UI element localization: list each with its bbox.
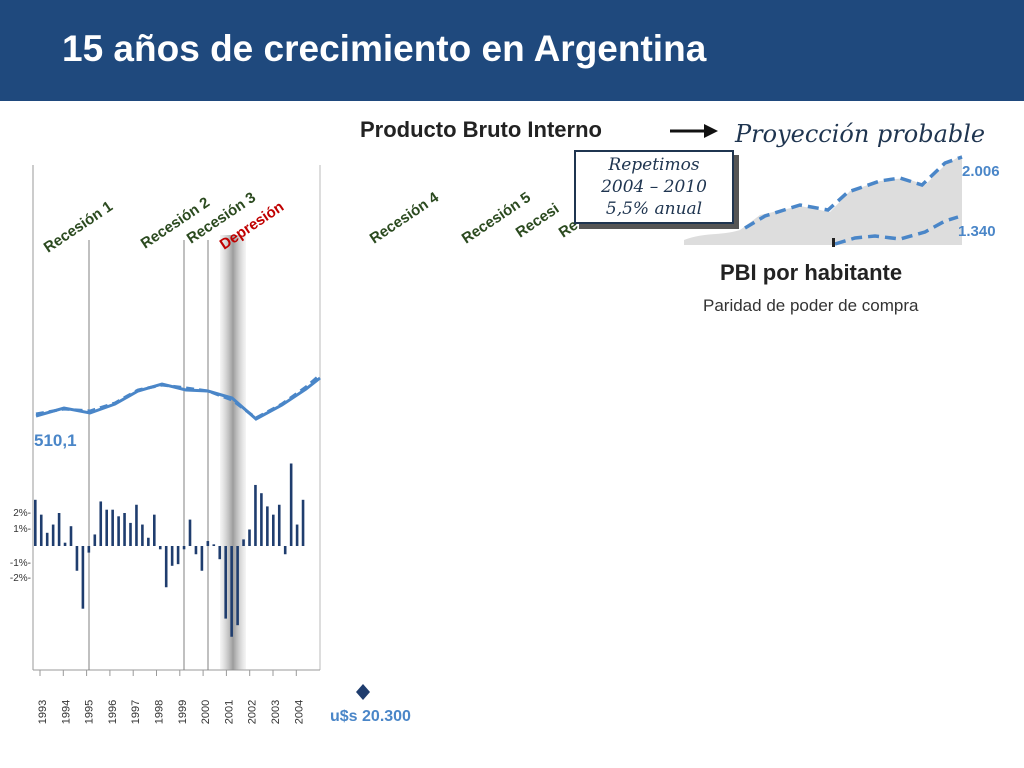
growth-bar [272,514,275,546]
growth-bar [39,514,43,546]
callout-line-3: 5,5% anual [605,199,703,219]
growth-bar [93,534,97,546]
x-tick-label: 1998 [154,700,166,724]
growth-bar [81,546,85,609]
header-bar: 15 años de crecimiento en Argentina [0,0,1024,101]
growth-bar [260,493,263,546]
x-tick-label: 2003 [270,700,282,724]
growth-bar [51,524,55,546]
diamond-marker [356,684,370,700]
pbi-title: Producto Bruto Interno [360,117,602,142]
growth-bar [194,546,198,555]
callout-line-2: 2004 – 2010 [601,177,707,197]
growth-bar [75,546,79,571]
projection-lower-line [834,215,959,246]
projection-upper-line [744,155,963,230]
recession-label: Recesión 1 [41,198,116,256]
growth-bar [176,546,180,565]
y-tick-label: -1%- [10,558,31,569]
growth-bar [147,537,150,546]
growth-bar [295,524,299,546]
growth-bar [170,546,174,566]
growth-callout: Repetimos 2004 – 2010 5,5% anual [574,150,734,224]
growth-bar [242,539,245,546]
growth-bar [188,519,192,546]
projection-marker [832,238,835,247]
growth-bar [164,546,168,588]
depression-band [220,235,246,670]
usd-value: u$s 20.300 [330,708,411,725]
growth-bar [212,544,216,546]
projection-label: Proyección probable [735,120,986,148]
x-tick-label: 2000 [200,700,212,724]
growth-bar [248,529,251,546]
arrow-head [704,124,718,138]
growth-bar [182,546,186,550]
growth-bar [289,463,293,546]
ppp-subtitle: Paridad de poder de compra [703,296,919,315]
growth-bar [129,522,132,546]
recession-label: Recesión 4 [367,189,443,248]
y-tick-label: 2%- [13,508,31,519]
growth-bar [69,526,73,546]
x-tick-label: 2002 [247,700,259,724]
growth-bar [141,524,144,546]
growth-bar [99,501,103,546]
growth-bar [254,484,257,546]
x-tick-label: 2001 [223,700,235,724]
growth-bar [230,546,233,637]
projection-label-upper: 2.006 [962,163,1000,180]
growth-bar [283,546,287,555]
x-tick-label: 1999 [177,700,189,724]
x-tick-label: 1993 [37,700,49,724]
projection-label-lower: 1.340 [958,223,996,240]
growth-bar [34,499,37,546]
growth-bar [45,532,49,546]
growth-bar [123,513,126,546]
gdp-start-label: 510,1 [34,431,77,450]
growth-bar [105,509,108,546]
x-tick-label: 1994 [60,700,72,724]
growth-bar [206,541,210,546]
page-title: 15 años de crecimiento en Argentina [62,28,707,69]
growth-bar [218,546,222,560]
growth-bar [111,509,114,546]
growth-bar [158,546,162,550]
x-tick-label: 2004 [293,700,305,724]
gdp-line [35,376,321,421]
x-tick-label: 1995 [84,700,96,724]
growth-bar [87,546,91,553]
growth-bar [117,516,120,546]
growth-bar [277,504,281,546]
growth-bar [266,506,269,546]
y-tick-label: -2%- [10,573,31,584]
growth-bar [57,513,61,546]
growth-bar [135,504,138,546]
growth-bar [236,546,239,626]
growth-bar [301,499,305,546]
x-tick-label: 1996 [107,700,119,724]
y-tick-label: 1%- [13,524,31,535]
growth-bar [200,546,204,571]
callout-line-1: Repetimos [608,155,700,175]
growth-bar [63,542,67,546]
x-tick-label: 1997 [130,700,142,724]
pbi-per-capita-title: PBI por habitante [720,260,903,285]
growth-bar [224,546,227,619]
growth-bar [153,514,156,546]
